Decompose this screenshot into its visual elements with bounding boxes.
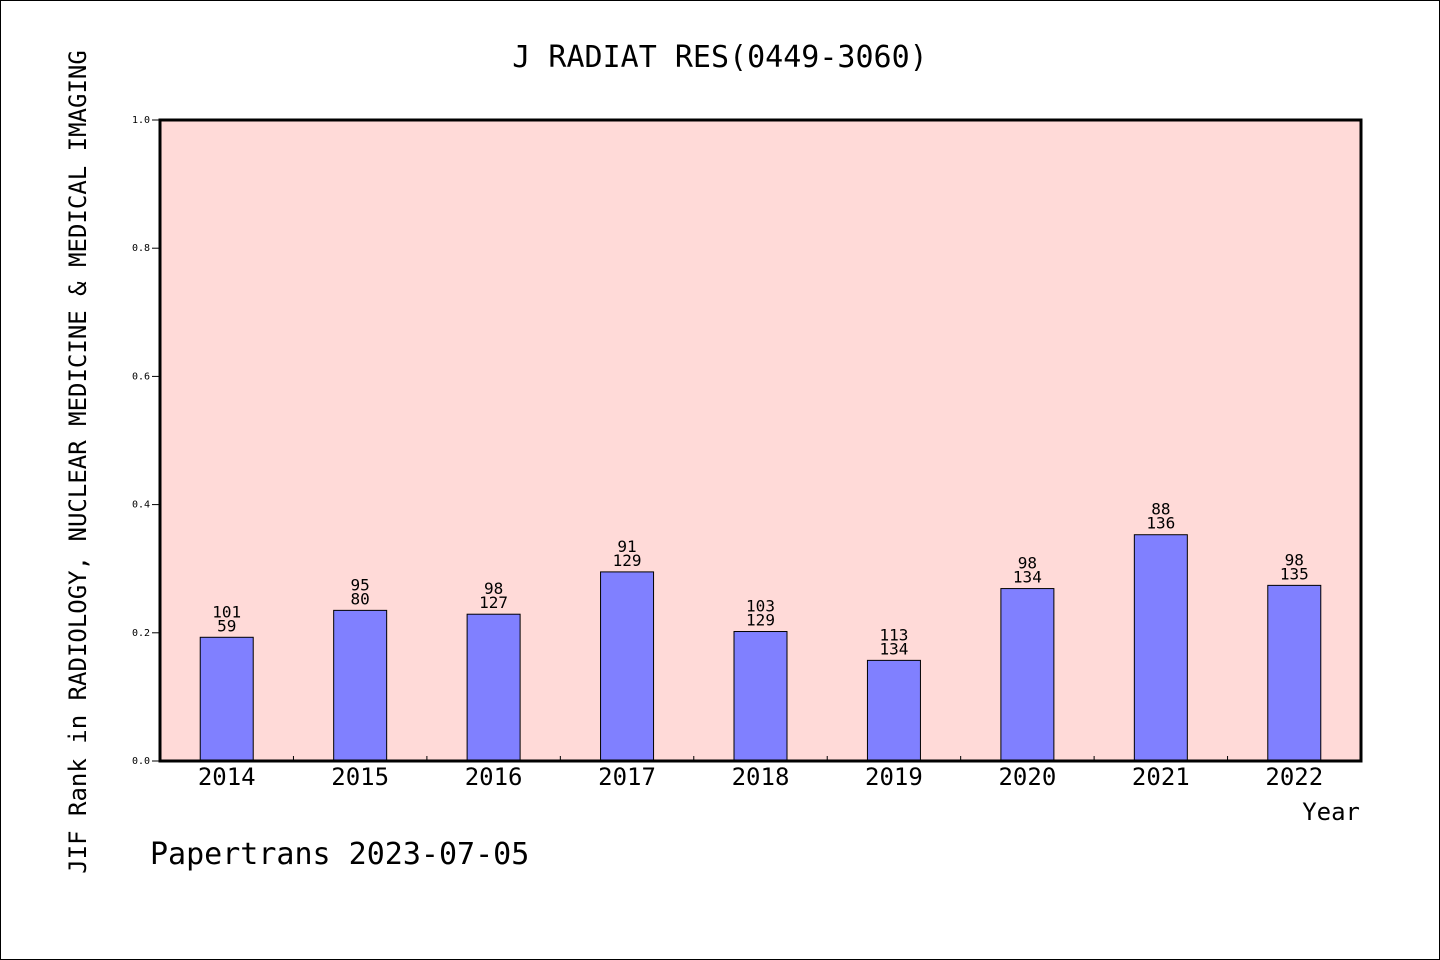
plot-frame [158,118,1363,763]
bar-2015 [333,609,388,762]
rank-label-2019: 113 [879,625,908,644]
total-label-2014: 59 [217,616,236,635]
x-axis-label: Year [1302,798,1360,826]
y-tick-label-0.2: 0.2 [132,628,150,639]
total-label-2018: 129 [746,611,775,630]
bar-2018 [733,631,788,762]
rank-label-2022: 98 [1285,550,1304,569]
bar-2022 [1267,584,1322,762]
total-label-2015: 80 [351,589,370,608]
x-tick-label-2014: 2014 [198,763,256,791]
y-tick-label-0.4: 0.4 [132,500,150,511]
rank-label-2018: 103 [746,597,775,616]
bar-2019 [866,659,921,762]
bars-layer: 1015995809812791129103129113134981348813… [199,500,1322,762]
bar-2020 [1000,588,1055,762]
total-label-2022: 135 [1280,564,1309,583]
y-tick-label-1.0: 1.0 [132,115,150,126]
x-tick-label-2020: 2020 [998,763,1056,791]
x-tick-label-2016: 2016 [465,763,523,791]
x-tick-label-2019: 2019 [865,763,923,791]
total-label-2017: 129 [613,551,642,570]
x-tick-label-2021: 2021 [1132,763,1190,791]
y-tick-label-0.0: 0.0 [132,756,150,767]
chart-title: J RADIAT RES(0449-3060) [512,40,927,75]
x-tick-label-2022: 2022 [1265,763,1323,791]
bar-2021 [1133,534,1188,762]
y-tick-label-0.8: 0.8 [132,243,150,254]
x-tick-label-2018: 2018 [732,763,790,791]
axis-layer: 2014 2015 2016 2017 2018 2019 2020 2021 2022 0.0 0… [132,115,1323,791]
footer-credit: Papertrans 2023-07-05 [150,837,529,872]
bar-2017 [600,571,655,762]
x-tick-label-2015: 2015 [331,763,389,791]
total-label-2020: 134 [1013,568,1042,587]
rank-label-2015: 95 [351,575,370,594]
bar-2016 [466,613,521,762]
x-tick-label-2017: 2017 [598,763,656,791]
rank-label-2020: 98 [1018,554,1037,573]
total-label-2019: 134 [879,639,908,658]
bar-2014 [199,636,254,762]
y-axis-label: JIF Rank in RADIOLOGY, NUCLEAR MEDICINE … [64,50,92,874]
rank-label-2016: 98 [484,579,503,598]
total-label-2016: 127 [479,593,508,612]
rank-label-2017: 91 [617,537,636,556]
total-label-2021: 136 [1146,514,1175,533]
rank-label-2014: 101 [212,602,241,621]
rank-label-2021: 88 [1151,500,1170,519]
y-tick-label-0.6: 0.6 [132,371,150,382]
